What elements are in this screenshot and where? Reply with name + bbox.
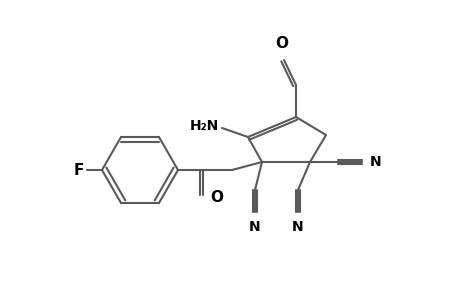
Text: N: N [249, 220, 260, 234]
Text: H₂N: H₂N [190, 119, 218, 133]
Text: N: N [369, 155, 381, 169]
Text: F: F [73, 163, 84, 178]
Text: O: O [210, 190, 223, 205]
Text: O: O [275, 36, 288, 51]
Text: N: N [291, 220, 303, 234]
